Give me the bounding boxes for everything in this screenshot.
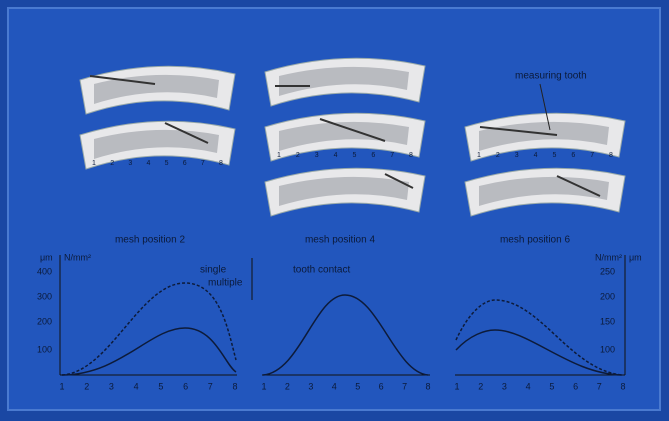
x-tick-label: 5 xyxy=(158,381,163,391)
x-tick-label: 1 xyxy=(454,381,459,391)
tooth-number: 4 xyxy=(534,152,538,159)
x-tick-label: 4 xyxy=(134,381,139,391)
y-tick-label: 200 xyxy=(37,316,52,326)
tooth-number: 2 xyxy=(110,160,114,167)
axis-unit: N/mm² xyxy=(595,252,622,262)
measuring-tooth-label: measuring tooth xyxy=(515,71,587,82)
tooth-number: 8 xyxy=(409,152,413,159)
x-tick-label: 2 xyxy=(478,381,483,391)
tooth-number: 7 xyxy=(201,160,205,167)
tooth-number: 2 xyxy=(296,152,300,159)
tooth-number: 5 xyxy=(165,160,169,167)
tooth-number: 1 xyxy=(277,152,281,159)
x-tick-label: 6 xyxy=(379,381,384,391)
axis-unit: μm xyxy=(40,252,53,262)
tooth-number: 6 xyxy=(371,152,375,159)
x-tick-label: 7 xyxy=(402,381,407,391)
tooth-number: 3 xyxy=(128,160,132,167)
figure: 1 2 3 4 5 6 7 8 1 2 3 4 5 6 7 8 1 2 3 4 5 6 7 8 measuring tooth m… xyxy=(0,0,669,421)
y-tick-label: 100 xyxy=(600,344,615,354)
y-tick-label: 200 xyxy=(600,291,615,301)
x-tick-label: 6 xyxy=(573,381,578,391)
tooth-number: 3 xyxy=(315,152,319,159)
axis-unit: μm xyxy=(629,252,642,262)
tooth-number: 8 xyxy=(219,160,223,167)
mesh-position-label: mesh position 4 xyxy=(305,235,375,246)
tooth-contact-label: tooth contact xyxy=(293,265,350,276)
tooth-number: 7 xyxy=(390,152,394,159)
y-tick-label: 250 xyxy=(600,266,615,276)
x-tick-label: 4 xyxy=(526,381,531,391)
x-tick-label: 7 xyxy=(597,381,602,391)
x-tick-label: 8 xyxy=(425,381,430,391)
tooth-number: 2 xyxy=(496,152,500,159)
x-tick-label: 3 xyxy=(502,381,507,391)
x-tick-label: 1 xyxy=(261,381,266,391)
x-tick-label: 8 xyxy=(232,381,237,391)
tooth-number: 4 xyxy=(146,160,150,167)
y-tick-label: 300 xyxy=(37,291,52,301)
mesh-position-label: mesh position 6 xyxy=(500,235,570,246)
tooth-number: 1 xyxy=(477,152,481,159)
axis-unit: N/mm² xyxy=(64,252,91,262)
x-tick-label: 5 xyxy=(549,381,554,391)
x-tick-label: 1 xyxy=(59,381,64,391)
tooth-number: 7 xyxy=(590,152,594,159)
mesh-position-label: mesh position 2 xyxy=(115,235,185,246)
multiple-label: multiple xyxy=(208,278,243,289)
x-tick-label: 8 xyxy=(620,381,625,391)
tooth-number: 6 xyxy=(183,160,187,167)
tooth-number: 4 xyxy=(334,152,338,159)
tooth-number: 1 xyxy=(92,160,96,167)
y-tick-label: 400 xyxy=(37,266,52,276)
tooth-number: 3 xyxy=(515,152,519,159)
single-label: single xyxy=(200,265,227,276)
tooth-number: 6 xyxy=(571,152,575,159)
x-tick-label: 6 xyxy=(183,381,188,391)
tooth-number: 5 xyxy=(552,152,556,159)
x-tick-label: 2 xyxy=(285,381,290,391)
x-tick-label: 2 xyxy=(84,381,89,391)
x-tick-label: 4 xyxy=(332,381,337,391)
tooth-number: 8 xyxy=(609,152,613,159)
tooth-number: 5 xyxy=(352,152,356,159)
y-tick-label: 150 xyxy=(600,316,615,326)
x-tick-label: 7 xyxy=(208,381,213,391)
x-tick-label: 3 xyxy=(308,381,313,391)
x-tick-label: 5 xyxy=(355,381,360,391)
y-tick-label: 100 xyxy=(37,344,52,354)
x-tick-label: 3 xyxy=(109,381,114,391)
